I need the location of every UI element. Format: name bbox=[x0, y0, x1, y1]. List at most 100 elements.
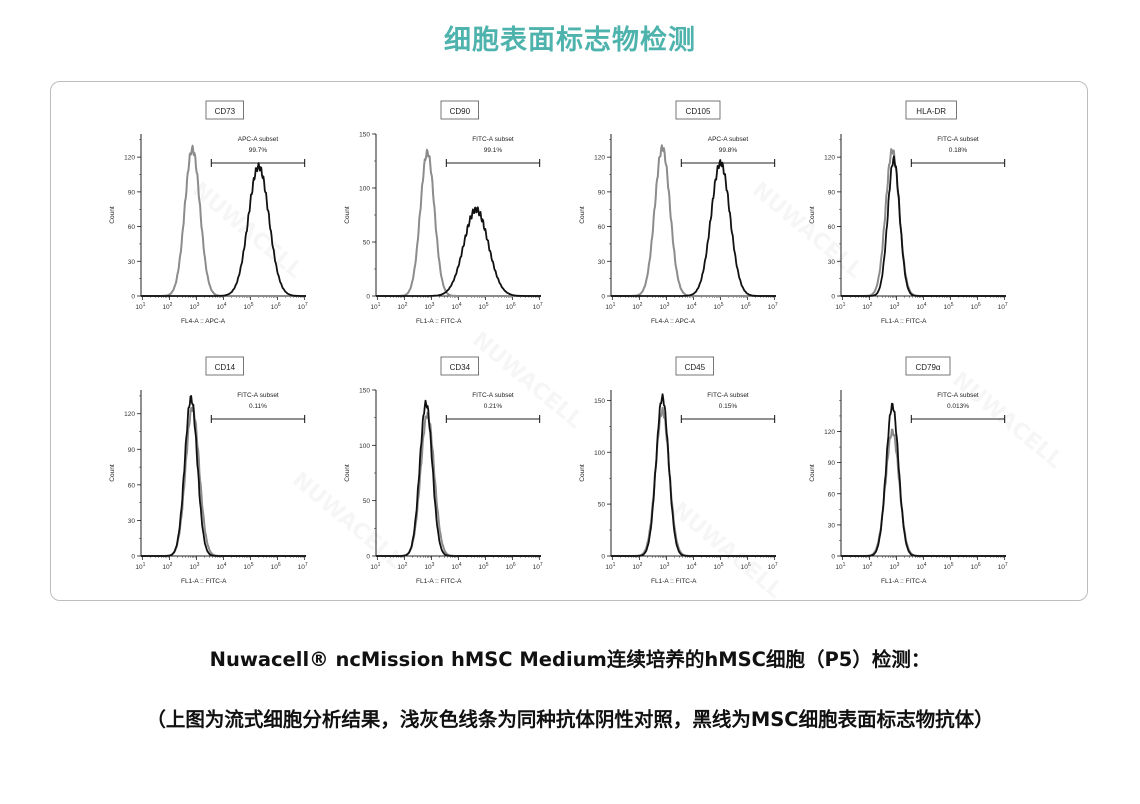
y-tick-label: 30 bbox=[828, 259, 836, 266]
histogram-cd45: CD45 0 50 100 150 101 102 103 104 105 106 107 FL1-A … bbox=[579, 356, 778, 585]
y-tick-label: 30 bbox=[128, 259, 136, 266]
x-tick-label: 103 bbox=[189, 302, 199, 311]
x-tick-label: 106 bbox=[506, 302, 516, 311]
y-tick-label: 120 bbox=[124, 411, 135, 418]
y-tick-label: 150 bbox=[594, 398, 605, 405]
y-axis-label: Count bbox=[344, 206, 351, 224]
y-tick-label: 50 bbox=[363, 240, 371, 247]
gate-label: FITC-A subset bbox=[937, 136, 979, 143]
marker-label: HLA-DR bbox=[916, 107, 946, 116]
gate-percent: 99.8% bbox=[719, 147, 738, 154]
marker-histogram bbox=[375, 206, 542, 297]
x-tick-label: 105 bbox=[244, 302, 254, 311]
x-tick-label: 105 bbox=[714, 562, 724, 571]
marker-label-box bbox=[440, 100, 479, 120]
x-tick-label: 101 bbox=[605, 562, 615, 571]
x-tick-label: 101 bbox=[835, 562, 845, 571]
control-histogram bbox=[610, 144, 777, 297]
x-axis-label: FL1-A :: FITC-A bbox=[416, 318, 462, 325]
x-tick-label: 104 bbox=[686, 302, 696, 311]
x-tick-label: 104 bbox=[216, 562, 226, 571]
x-tick-label: 101 bbox=[605, 302, 615, 311]
marker-histogram bbox=[610, 393, 777, 557]
marker-label: CD90 bbox=[450, 107, 471, 116]
y-tick-label: 30 bbox=[128, 518, 136, 525]
y-tick-label: 150 bbox=[359, 132, 370, 139]
x-tick-label: 104 bbox=[451, 302, 461, 311]
x-tick-label: 107 bbox=[998, 562, 1008, 571]
gate-percent: 0.15% bbox=[719, 403, 738, 410]
gate-percent: 0.21% bbox=[484, 403, 503, 410]
marker-label-box bbox=[440, 356, 479, 376]
watermark-text: NUWACELL bbox=[947, 367, 1067, 473]
figure-frame: NUWACELL NUWACELL NUWACELL NUWACELL NUWACELL… bbox=[50, 81, 1088, 601]
x-tick-label: 106 bbox=[971, 302, 981, 311]
x-axis-label: FL4-A :: APC-A bbox=[181, 318, 226, 325]
x-tick-label: 102 bbox=[862, 562, 872, 571]
y-tick-label: 60 bbox=[828, 491, 836, 498]
y-tick-label: 30 bbox=[828, 522, 836, 529]
x-tick-label: 104 bbox=[686, 562, 696, 571]
marker-label-box bbox=[205, 100, 244, 120]
histogram-cd34: CD34 0 50 100 150 101 102 103 104 105 106 107 FL1-A … bbox=[344, 356, 543, 585]
watermark-text: NUWACELL bbox=[287, 467, 407, 573]
gate-percent: 99.7% bbox=[249, 147, 268, 154]
x-tick-label: 105 bbox=[479, 562, 489, 571]
x-tick-label: 105 bbox=[714, 302, 724, 311]
y-tick-label: 120 bbox=[124, 155, 135, 162]
histogram-cd14: CD14 0 30 60 90 120 101 102 103 104 105 106 107 FL1-A… bbox=[109, 356, 308, 585]
x-tick-label: 107 bbox=[298, 302, 308, 311]
control-histogram bbox=[375, 411, 542, 557]
y-axis-label: Count bbox=[579, 464, 586, 482]
y-tick-label: 0 bbox=[831, 554, 835, 561]
x-tick-label: 101 bbox=[835, 302, 845, 311]
marker-label-box bbox=[905, 100, 957, 120]
gate-label: FITC-A subset bbox=[707, 392, 749, 399]
y-tick-label: 0 bbox=[601, 554, 605, 561]
x-tick-label: 103 bbox=[424, 302, 434, 311]
x-tick-label: 106 bbox=[506, 562, 516, 571]
marker-histogram bbox=[840, 402, 1007, 557]
gate-label: APC-A subset bbox=[238, 136, 279, 143]
y-axis-label: Count bbox=[109, 206, 116, 224]
marker-label-box bbox=[675, 100, 721, 120]
x-tick-label: 107 bbox=[533, 562, 543, 571]
y-tick-label: 0 bbox=[131, 554, 135, 561]
control-histogram bbox=[840, 148, 1007, 297]
x-tick-label: 105 bbox=[244, 562, 254, 571]
histogram-cd79: CD79α 0 30 60 90 120 101 102 103 104 105 106 107 FL1-… bbox=[809, 356, 1008, 585]
histogram-grid: NUWACELLNUWACELLNUWACELLNUWACELLNUWACELL… bbox=[109, 100, 1067, 585]
y-tick-label: 100 bbox=[359, 186, 370, 193]
caption-line-2: （上图为流式细胞分析结果，浅灰色线条为同种抗体阴性对照，黑线为MSC细胞表面标志… bbox=[146, 708, 994, 731]
gate-label: APC-A subset bbox=[708, 136, 749, 143]
control-histogram bbox=[840, 428, 1007, 557]
x-axis-label: FL1-A :: FITC-A bbox=[416, 578, 462, 585]
y-tick-label: 90 bbox=[828, 189, 836, 196]
x-axis-label: FL1-A :: FITC-A bbox=[651, 578, 697, 585]
y-tick-label: 100 bbox=[594, 450, 605, 457]
y-tick-label: 90 bbox=[828, 460, 836, 467]
y-tick-label: 60 bbox=[828, 224, 836, 231]
histogram-cd90: CD90 0 50 100 150 101 102 103 104 105 106 107 FL1-A … bbox=[344, 100, 543, 325]
y-tick-label: 90 bbox=[128, 447, 136, 454]
x-tick-label: 107 bbox=[998, 302, 1008, 311]
x-tick-label: 107 bbox=[768, 562, 778, 571]
caption-line-1: Nuwacell® ncMission hMSC Medium连续培养的hMSC… bbox=[209, 648, 931, 671]
x-tick-label: 106 bbox=[271, 562, 281, 571]
marker-label: CD73 bbox=[215, 107, 236, 116]
x-tick-label: 104 bbox=[916, 302, 926, 311]
marker-histogram bbox=[840, 155, 1007, 297]
y-axis-label: Count bbox=[344, 464, 351, 482]
histogram-cd105: CD105 0 30 60 90 120 101 102 103 104 105 106 107 FL4-… bbox=[579, 100, 778, 325]
x-tick-label: 101 bbox=[370, 302, 380, 311]
y-tick-label: 120 bbox=[824, 429, 835, 436]
y-tick-label: 90 bbox=[598, 189, 606, 196]
x-tick-label: 107 bbox=[533, 302, 543, 311]
x-axis-label: FL1-A :: FITC-A bbox=[881, 578, 927, 585]
x-tick-label: 103 bbox=[889, 562, 899, 571]
y-tick-label: 0 bbox=[366, 554, 370, 561]
x-tick-label: 101 bbox=[370, 562, 380, 571]
y-tick-label: 60 bbox=[128, 224, 136, 231]
gate-label: FITC-A subset bbox=[237, 392, 279, 399]
x-tick-label: 102 bbox=[162, 302, 172, 311]
